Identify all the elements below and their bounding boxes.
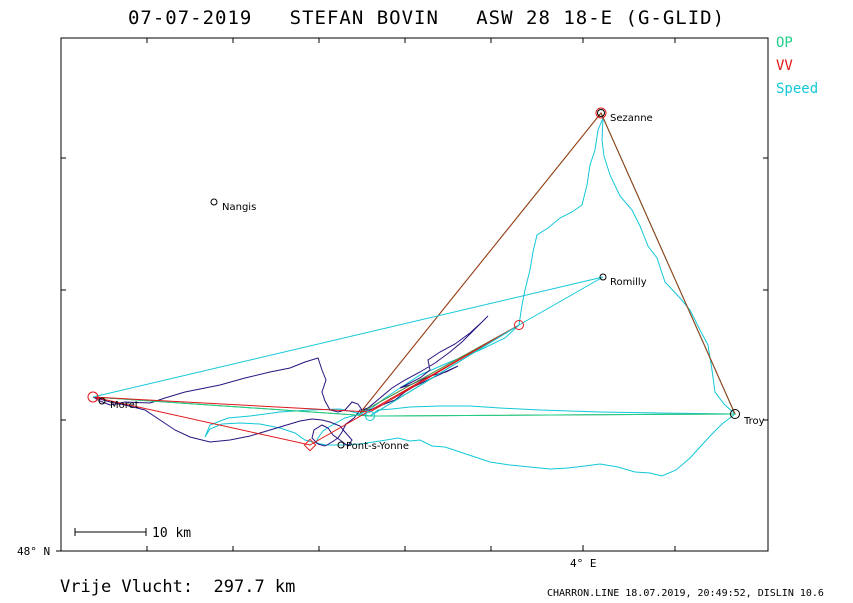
place-marker [98, 397, 106, 405]
map-title: 07-07-2019 STEFAN BOVIN ASW 28 18-E (G-G… [127, 7, 726, 29]
place-label-pont-s-yonne: Pont-s-Yonne [346, 441, 409, 452]
turnpoint-marker [514, 320, 524, 330]
scale-label: 10 km [152, 526, 191, 541]
vv-route [92, 324, 520, 446]
place-marker [210, 198, 218, 206]
turnpoint-marker [365, 411, 375, 421]
legend-vv: VV [776, 58, 793, 74]
op-route [92, 112, 736, 417]
place-marker [599, 273, 607, 281]
place-marker [597, 109, 605, 117]
place-label-romilly: Romilly [610, 277, 647, 288]
speed-track [315, 117, 737, 477]
lat-label: 48° N [17, 545, 50, 558]
turnpoint-marker [595, 107, 607, 119]
place-label-troy: Troy [743, 416, 765, 427]
place-label-moret: Moret [110, 400, 139, 411]
speed-lines [92, 276, 604, 417]
finish-marker [303, 438, 317, 452]
place-marker [730, 409, 740, 419]
vv-route-2 [359, 112, 736, 415]
flight-trace [92, 315, 489, 447]
place-label-nangis: Nangis [222, 202, 256, 213]
distance-label: Vrije Vlucht: 297.7 km [60, 577, 296, 597]
lon-label: 4° E [570, 557, 597, 570]
legend-op: OP [776, 35, 793, 51]
place-label-sezanne: Sezanne [610, 113, 653, 124]
map-frame [60, 37, 769, 552]
turnpoint-marker [87, 391, 99, 403]
scale-bar [74, 528, 147, 536]
legend-speed: Speed [776, 81, 819, 97]
axis-ticks [56, 38, 768, 552]
credit-label: CHARRON.LINE 18.07.2019, 20:49:52, DISLI… [547, 588, 824, 599]
op-route-green [92, 112, 736, 417]
place-marker [337, 441, 345, 449]
